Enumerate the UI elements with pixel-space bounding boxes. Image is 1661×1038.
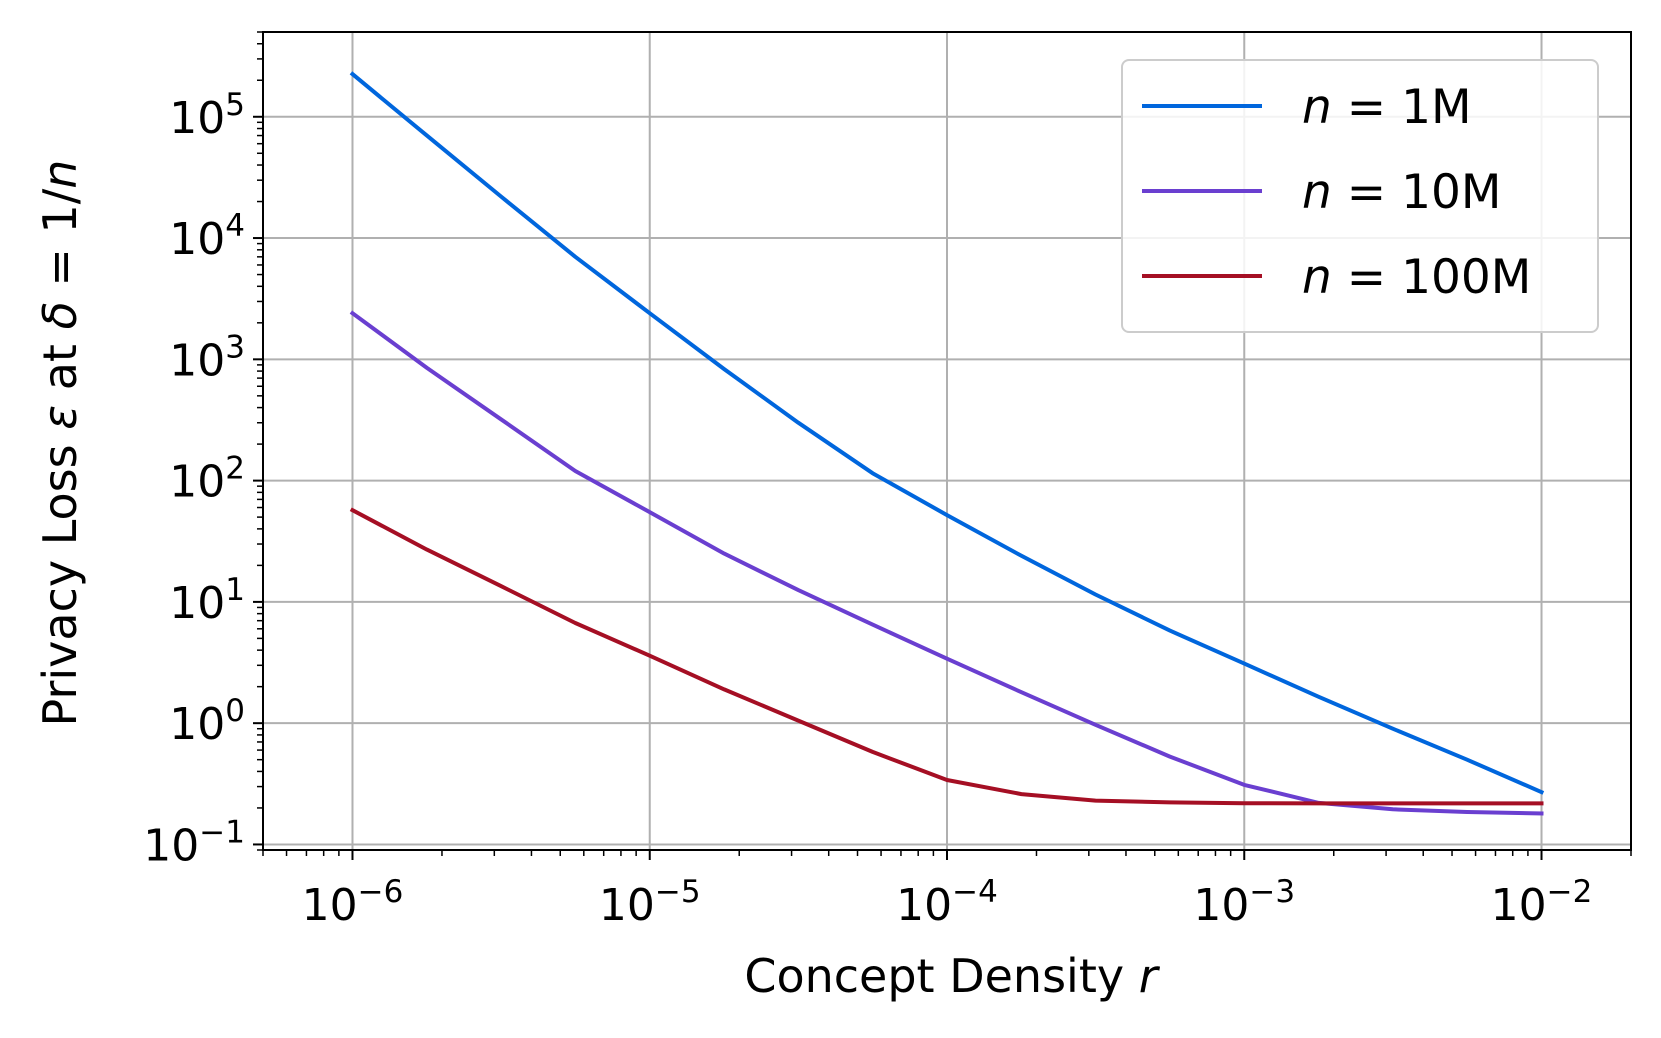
y-tick-label: 104 [169,208,245,265]
y-tick-label: 102 [169,451,245,508]
y-axis-title-pre: Privacy Loss [33,430,87,727]
y-axis-title-delta: δ [33,301,87,329]
legend-label-10m: n = 10M [1302,165,1501,220]
x-axis-title-text: Concept Density [744,949,1138,1003]
legend-label-1m: n = 1M [1302,80,1472,135]
series-lines [349,71,1545,816]
y-axis-title-mid: at [33,329,87,404]
x-axis-title-var: r [1139,949,1161,1003]
x-tick-label: 10−5 [599,874,701,931]
y-tick-label: 10−1 [143,814,245,871]
x-tick-label: 10−4 [896,874,998,931]
x-axis-title: Concept Density r [744,949,1160,1003]
y-axis-title-eps: ε [33,405,87,430]
legend: n = 1M n = 10M n = 100M [1121,59,1599,333]
x-tick-label: 10−6 [302,874,404,931]
series-line-1m [349,71,1545,795]
legend-box [1121,59,1599,333]
y-tick-label: 105 [169,87,245,144]
series-line-100m [349,507,1544,806]
y-tick-label: 100 [169,693,245,750]
major-ticks [253,115,1543,860]
legend-label-100m: n = 100M [1302,250,1531,305]
x-tick-label: 10−2 [1491,874,1593,931]
y-tick-label: 103 [169,329,245,386]
y-axis-title-post: = 1/ [33,188,87,301]
x-tick-label: 10−3 [1193,874,1295,931]
y-axis-title: Privacy Loss ε at δ = 1/n [33,160,87,727]
grid [263,32,1631,850]
y-tick-label: 101 [169,572,245,629]
y-axis-title-n: n [33,160,87,189]
